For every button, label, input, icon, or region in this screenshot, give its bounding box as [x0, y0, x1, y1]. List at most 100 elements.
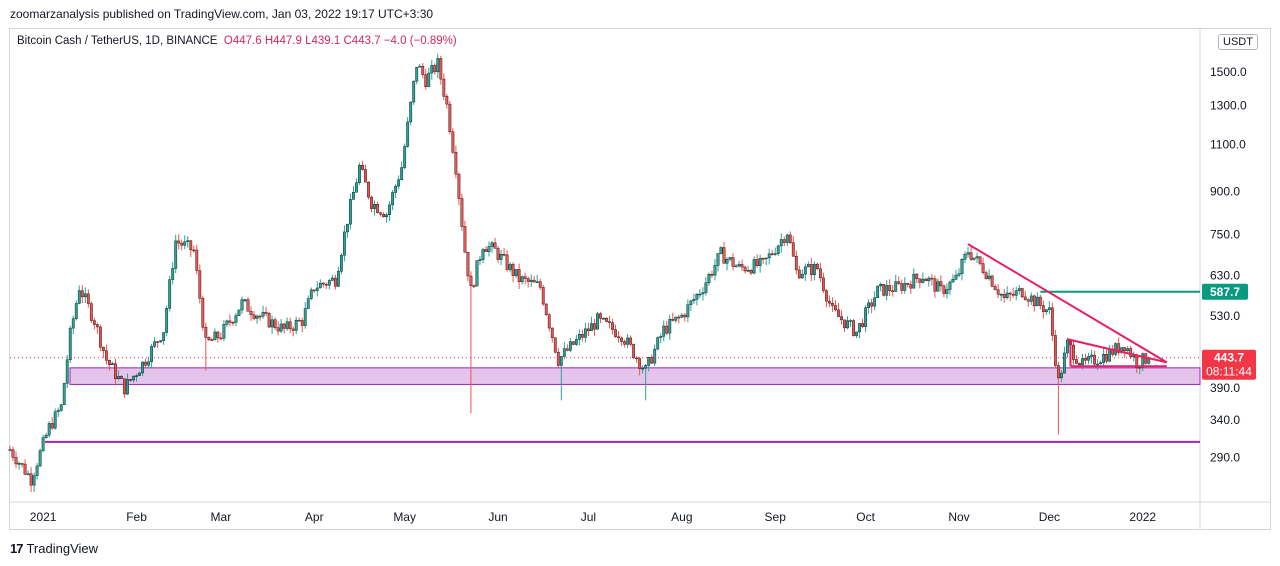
candle-body — [457, 173, 461, 199]
candle-body — [511, 264, 515, 276]
low-value: L439.1 — [305, 35, 341, 47]
candle — [306, 295, 310, 310]
candle — [605, 317, 608, 323]
candle — [478, 255, 482, 265]
candle-body — [346, 223, 349, 233]
candle-body — [779, 239, 783, 247]
candle — [249, 306, 253, 321]
candle — [394, 184, 398, 199]
candle-body — [520, 276, 524, 283]
candle-body — [11, 449, 15, 458]
candle-body — [273, 319, 277, 328]
candle-body — [864, 307, 867, 327]
candle-body — [315, 287, 319, 291]
candle-body — [746, 270, 750, 272]
candle-body — [56, 410, 60, 412]
candle-body — [692, 299, 696, 302]
candle-body — [231, 321, 235, 324]
candle-body — [674, 316, 678, 321]
candle-body — [1038, 296, 1042, 306]
candle — [852, 318, 855, 337]
candle-body — [686, 304, 690, 318]
candle — [574, 334, 578, 346]
candle — [195, 244, 199, 275]
candle — [400, 161, 404, 181]
candle-body — [942, 285, 946, 294]
price-axis: 1500.0 1300.0 1100.0 900.0 750.0 630.0 530.0 39… — [1210, 65, 1247, 465]
candle — [47, 420, 51, 438]
y-tick-label: 1500.0 — [1210, 65, 1247, 79]
candle-body — [355, 182, 358, 193]
currency-selector[interactable]: USDT — [1218, 34, 1258, 50]
candle-body — [481, 249, 485, 260]
candle — [8, 445, 12, 451]
candle-body — [421, 65, 425, 75]
candle-body — [1075, 359, 1078, 364]
candle — [358, 162, 361, 185]
candle — [825, 288, 828, 308]
candle — [32, 472, 36, 492]
candle — [559, 355, 563, 401]
candle — [544, 302, 548, 316]
candle — [219, 332, 223, 341]
candle — [282, 323, 286, 334]
candle — [439, 55, 443, 85]
chart-grid — [9, 29, 1271, 530]
candle-body — [1117, 343, 1121, 353]
candle — [285, 317, 289, 331]
candle-body — [294, 319, 298, 331]
candle-body — [430, 65, 434, 74]
candle — [966, 246, 970, 258]
candle — [740, 259, 744, 271]
candle-body — [114, 363, 117, 379]
candle — [222, 320, 226, 342]
resistance-price-tag — [1202, 283, 1248, 300]
candle-body — [879, 284, 883, 287]
candle-body — [330, 277, 334, 281]
candle — [514, 269, 518, 278]
candle-body — [300, 320, 304, 326]
candle-body — [183, 241, 187, 246]
candle-body — [487, 246, 491, 252]
candle-body — [954, 275, 958, 280]
candle-body — [713, 265, 717, 276]
candle — [382, 211, 385, 218]
candle — [1096, 359, 1099, 371]
candle-body — [565, 348, 569, 351]
x-tick-label: Jun — [488, 510, 507, 524]
candle — [611, 318, 614, 335]
candle-body — [731, 257, 735, 267]
candle — [234, 312, 238, 327]
candle-body — [442, 78, 446, 97]
candle-body — [602, 317, 605, 320]
symbol-legend: Bitcoin Cash / TetherUS, 1D, BINANCE O44… — [17, 35, 457, 47]
x-tick-label: Oct — [856, 510, 875, 524]
candle — [915, 272, 919, 284]
candle-body — [484, 249, 488, 252]
candle — [11, 446, 15, 462]
candle-body — [701, 292, 705, 295]
candle-body — [382, 213, 385, 218]
candle — [373, 200, 376, 216]
candle — [355, 178, 358, 193]
candle-body — [695, 294, 699, 300]
candle — [713, 258, 717, 281]
candle-body — [424, 74, 428, 87]
candle — [44, 432, 48, 439]
candle — [716, 253, 720, 272]
candle — [659, 333, 663, 344]
candle-body — [764, 257, 768, 260]
candle-body — [644, 365, 648, 369]
candle — [59, 403, 63, 413]
candle — [689, 299, 693, 311]
candle — [1047, 301, 1051, 315]
candle-body — [623, 341, 626, 345]
candle — [1011, 287, 1015, 298]
candle — [562, 342, 566, 360]
candle-body — [23, 463, 27, 475]
candle — [849, 318, 852, 328]
candle-body — [490, 242, 494, 247]
tradingview-footer[interactable]: 17 TradingView — [10, 541, 98, 556]
candle — [349, 193, 352, 230]
